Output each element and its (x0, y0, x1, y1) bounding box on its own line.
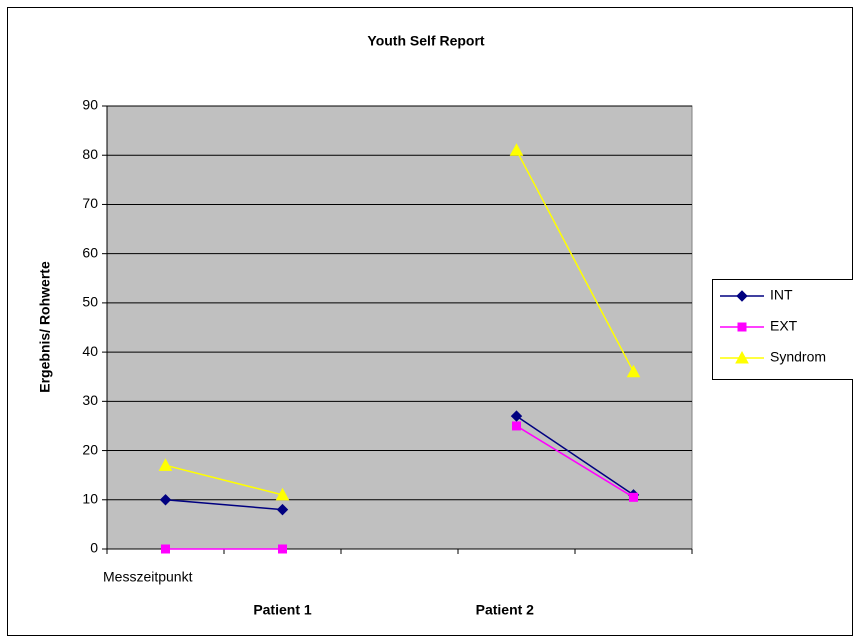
series-line (165, 425, 634, 550)
y-tick-label: 50 (82, 294, 98, 310)
legend-label: INT (770, 287, 793, 303)
chart-title: Youth Self Report (367, 33, 485, 49)
group-label: Patient 1 (253, 602, 312, 618)
marker (510, 410, 523, 422)
y-tick-label: 90 (82, 97, 98, 113)
marker (278, 544, 287, 554)
marker (276, 503, 289, 516)
y-tick-label: 40 (82, 343, 98, 359)
marker (626, 364, 641, 378)
y-tick-label: 80 (82, 146, 98, 162)
y-tick-label: 70 (82, 195, 98, 211)
marker (161, 544, 170, 554)
legend-label: Syndrom (770, 349, 826, 365)
x-axis-label: Messzeitpunkt (103, 569, 193, 585)
group-label: Patient 2 (476, 602, 535, 618)
marker (158, 458, 173, 471)
marker (736, 290, 748, 302)
series-line (165, 149, 635, 496)
marker (629, 492, 638, 502)
y-tick-label: 20 (82, 441, 98, 457)
legend-label: EXT (770, 318, 798, 334)
marker (735, 350, 749, 364)
plot-area (106, 105, 693, 550)
y-tick-label: 30 (82, 392, 98, 408)
y-axis-label: Ergebnis/ Rohwerte (37, 261, 53, 393)
marker (275, 487, 290, 501)
series-line (165, 415, 634, 511)
marker (509, 143, 524, 156)
y-tick-label: 10 (82, 490, 98, 506)
y-tick-label: 0 (90, 540, 98, 556)
marker (159, 494, 172, 506)
y-tick-label: 60 (82, 244, 98, 260)
marker (512, 421, 521, 431)
marker (737, 322, 747, 332)
